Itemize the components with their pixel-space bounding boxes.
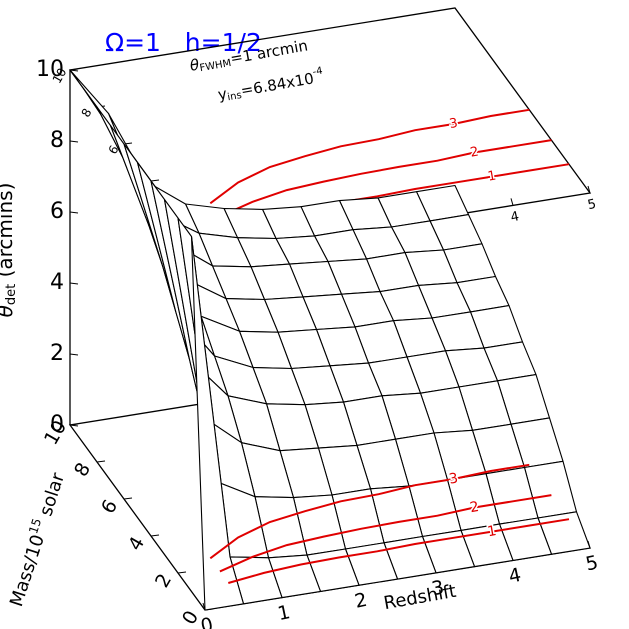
x-tick-label: 1 [276,601,292,625]
z-tick-label: 2 [50,341,64,366]
z-tick [69,140,79,143]
y-label-part: solar [34,470,69,524]
x-tick-label: 3 [430,576,446,600]
y-tick-label: 2 [151,570,176,591]
floor-contour-label: 1 [486,523,498,540]
z-tick [69,353,79,356]
floor-contour [219,494,552,573]
z-tick-label: 8 [50,128,64,153]
y-tick [150,534,160,537]
z-tick [69,282,79,285]
annotation-part: -4 [312,66,324,79]
z-tick [69,211,79,214]
y-tick-label: 6 [97,496,122,517]
x-tick-top [587,185,591,194]
y-tick-label-top: 8 [79,106,95,120]
surface-cell [190,235,245,611]
x-tick-label-top: 4 [509,209,520,225]
x-tick-label-top: 5 [586,197,597,213]
annotation-part: y [216,84,228,103]
x-tick-label: 4 [507,564,523,588]
top-contour-label: 2 [469,144,480,160]
y-tick-top [150,179,160,182]
z-label-part: det [4,284,19,305]
floor-contour [209,463,530,560]
annotation-part: FWHM [199,58,232,74]
y-tick [177,571,187,574]
y-label-part: 15 [26,516,44,535]
z-tick-label: 4 [50,270,64,295]
y-tick-label: 4 [124,533,149,554]
x-tick-label: 2 [353,589,369,613]
y-tick-label-top: 10 [50,66,70,86]
top-contour [209,108,530,205]
z-tick-label: 0 [50,412,64,437]
y-label-part: Mass/10 [6,532,49,609]
top-contour [219,139,552,218]
y-tick-top [69,68,79,71]
y-tick-label: 8 [70,459,95,480]
top-contour-label: 1 [487,169,498,185]
z-label-part: (arcmins) [0,183,17,284]
y-tick-label: 10 [40,417,71,449]
z-label-part: θ [0,305,17,317]
x-axis-label: Redshift [382,581,458,614]
z-tick-label: 10 [36,57,64,82]
x-tick-label: 5 [584,551,600,575]
x-tick-label: 0 [199,613,215,629]
y-tick [96,460,106,463]
y-axis-label: Mass/1015 solar [3,469,69,609]
y-tick [69,423,79,426]
annotation-part: θ [188,55,200,74]
floor-contour [228,518,570,584]
surface-cell [96,106,150,227]
y-tick-label: 0 [178,607,203,628]
z-tick-label: 6 [50,199,64,224]
top-contour-label: 3 [448,116,459,132]
annotation-part: =6.84x10 [239,69,315,100]
annotation: yins=6.84x10-4 [216,66,325,105]
y-tick [123,497,133,500]
annotation-part: ins [227,90,243,103]
x-tick-top [510,198,514,206]
z-axis-label: θdet (arcmins) [0,183,19,318]
